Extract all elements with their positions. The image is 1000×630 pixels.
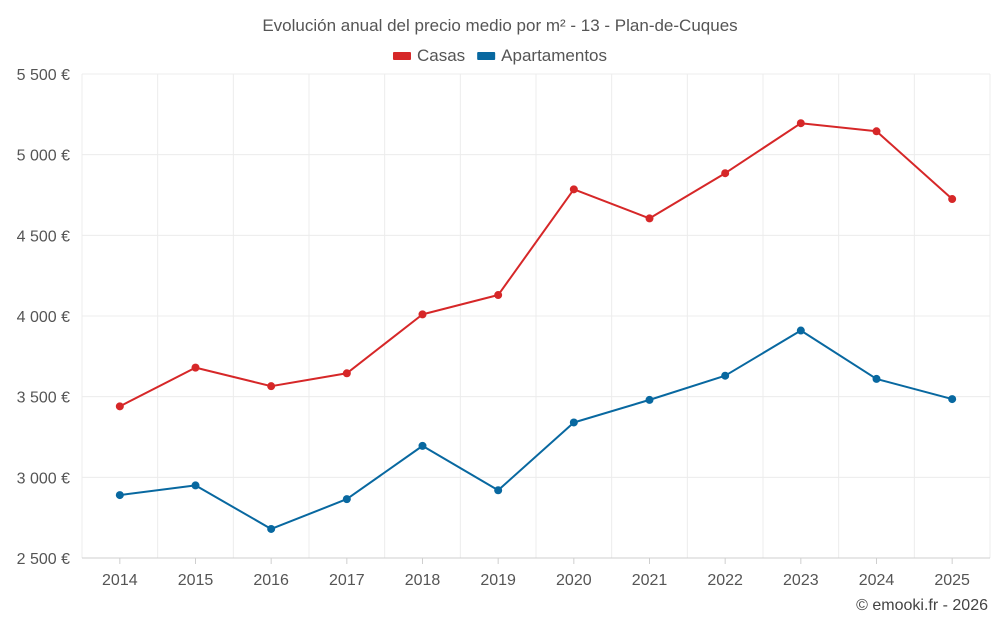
x-tick-label: 2023 — [783, 572, 819, 589]
data-point-casas — [645, 214, 654, 223]
data-point-casas — [115, 402, 124, 411]
data-point-casas — [796, 119, 805, 128]
x-tick-label: 2017 — [329, 572, 365, 589]
y-tick-label: 4 000 € — [17, 309, 70, 326]
data-point-apartamentos — [115, 491, 124, 500]
data-point-casas — [418, 310, 427, 319]
data-point-apartamentos — [796, 326, 805, 335]
x-tick-label: 2024 — [859, 572, 895, 589]
x-tick-label: 2022 — [707, 572, 743, 589]
data-point-apartamentos — [721, 371, 730, 380]
legend: Casas Apartamentos — [392, 46, 607, 65]
data-point-apartamentos — [267, 524, 276, 533]
legend-swatch-casas — [392, 52, 411, 60]
axes: 2 500 € 3 000 € 3 500 € 4 000 € 4 500 € 5 000… — [17, 67, 990, 589]
data-point-casas — [342, 369, 351, 378]
legend-label: Casas — [417, 46, 465, 65]
y-tick-label: 3 500 € — [17, 390, 70, 407]
data-point-apartamentos — [418, 441, 427, 450]
series-line-apartamentos — [119, 329, 953, 530]
legend-label: Apartamentos — [501, 46, 607, 65]
x-tick-label: 2019 — [480, 572, 516, 589]
data-point-casas — [494, 291, 503, 300]
data-point-casas — [872, 127, 881, 136]
data-point-casas — [191, 363, 200, 372]
series-line-casas — [119, 122, 953, 408]
y-tick-label: 3 000 € — [17, 470, 70, 487]
x-tick-label: 2018 — [405, 572, 441, 589]
x-tick-label: 2016 — [253, 572, 289, 589]
legend-item-casas: Casas — [392, 46, 465, 65]
y-tick-label: 2 500 € — [17, 551, 70, 568]
x-tick-label: 2020 — [556, 572, 592, 589]
legend-swatch-apartamentos — [477, 52, 496, 60]
chart-title: Evolución anual del precio medio por m² … — [262, 16, 737, 35]
data-point-apartamentos — [342, 495, 351, 504]
data-point-casas — [569, 185, 578, 194]
y-tick-label: 5 000 € — [17, 148, 70, 165]
copyright-credit: © emooki.fr - 2026 — [856, 597, 988, 614]
y-tick-label: 4 500 € — [17, 228, 70, 245]
data-point-apartamentos — [494, 486, 503, 495]
x-tick-label: 2021 — [632, 572, 668, 589]
data-point-casas — [267, 382, 276, 391]
data-point-casas — [948, 195, 957, 204]
x-tick-label: 2025 — [934, 572, 970, 589]
data-point-apartamentos — [191, 481, 200, 490]
data-point-casas — [721, 169, 730, 178]
y-tick-label: 5 500 € — [17, 67, 70, 84]
series-layer — [115, 119, 957, 533]
data-point-apartamentos — [948, 395, 957, 404]
data-point-apartamentos — [645, 395, 654, 404]
legend-item-apartamentos: Apartamentos — [477, 46, 607, 65]
data-point-apartamentos — [569, 418, 578, 427]
grid — [81, 73, 991, 558]
x-tick-label: 2014 — [102, 572, 138, 589]
x-tick-label: 2015 — [178, 572, 214, 589]
data-point-apartamentos — [872, 374, 881, 383]
